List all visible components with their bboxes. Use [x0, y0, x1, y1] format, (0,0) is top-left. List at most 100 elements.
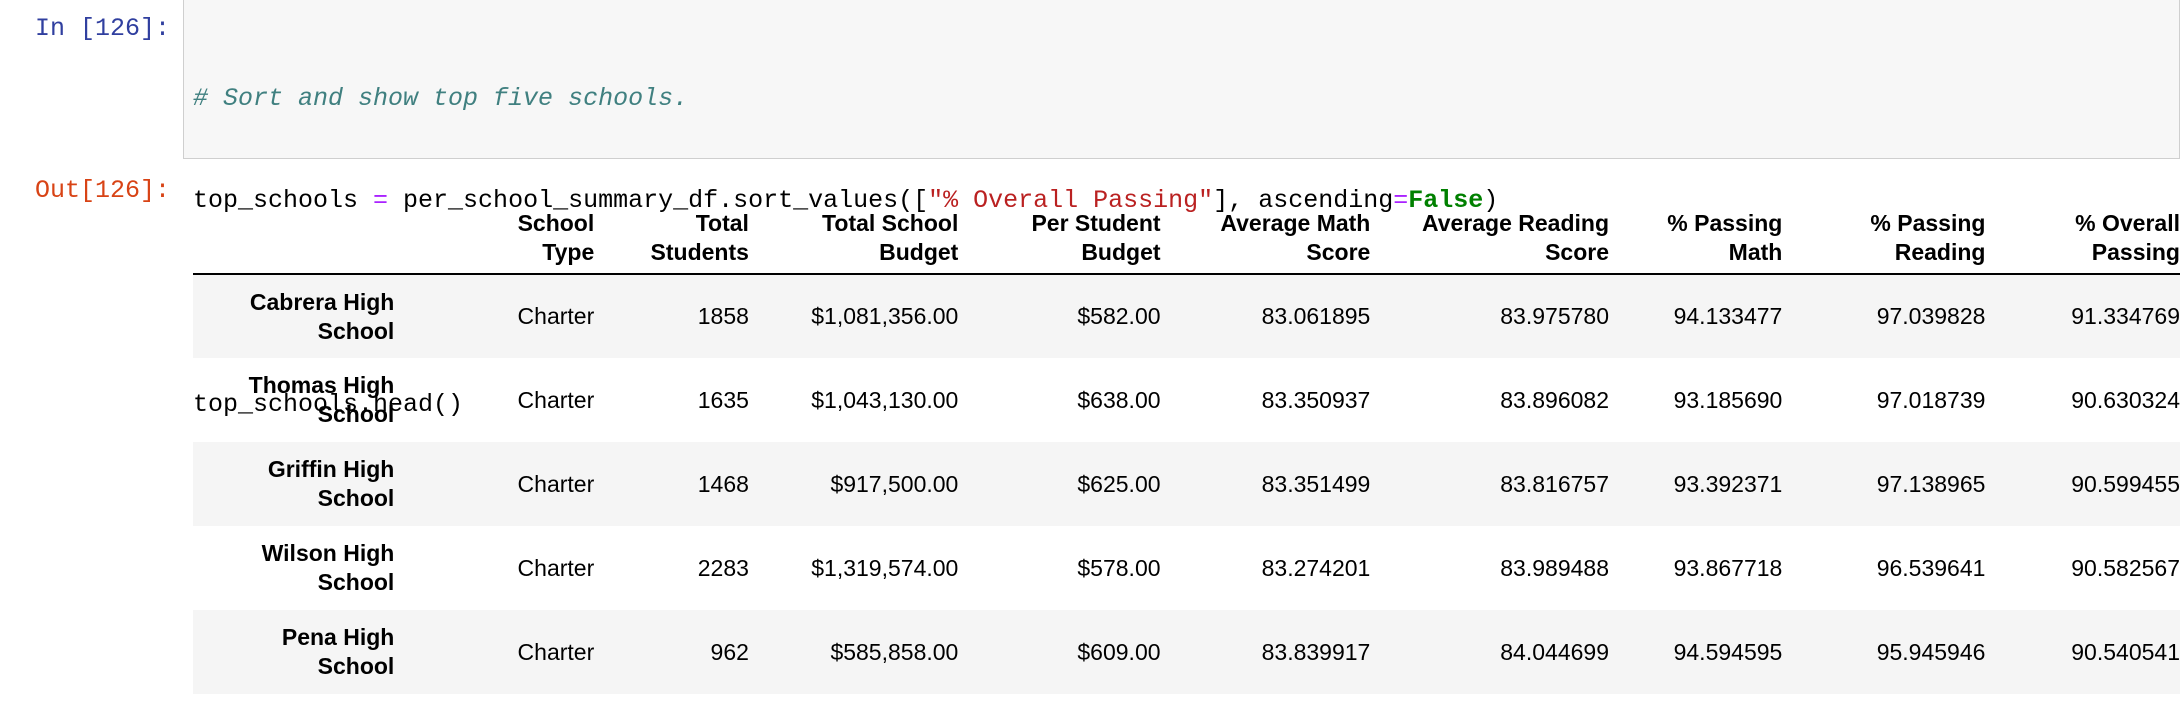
output-area: School Type Total Students Total School Bud… [193, 200, 2180, 694]
table-cell: 83.274201 [1261, 554, 1371, 581]
row-index-line1: Griffin High [267, 456, 395, 482]
column-header: School Type [394, 200, 595, 275]
column-header-line1: Total [695, 210, 749, 236]
table-cell: 93.185690 [1673, 386, 1783, 413]
column-header: Average Math Score [1160, 200, 1371, 275]
column-header-line2: Budget [1081, 239, 1161, 265]
table-header-row: School Type Total Students Total School Bud… [193, 200, 2180, 275]
table-cell: $917,500.00 [830, 470, 959, 497]
table-cell: 1468 [697, 470, 749, 497]
table-cell: 90.540541 [2071, 638, 2180, 665]
table-cell: 90.582567 [2071, 554, 2180, 581]
code-line-4: top_schools.head() [193, 388, 1498, 422]
table-row: Cabrera High School Charter 1858 $1,081,3… [193, 274, 2180, 358]
table-cell: 962 [710, 638, 749, 665]
table-cell: 95.945946 [1876, 638, 1986, 665]
table-cell: 84.044699 [1500, 638, 1609, 665]
column-header: Average Reading Score [1370, 200, 1609, 275]
table-cell: $1,043,130.00 [811, 386, 959, 413]
column-header-line2: Type [542, 239, 595, 265]
table-cell: 90.599455 [2071, 470, 2180, 497]
table-cell: 83.989488 [1500, 554, 1609, 581]
table-row: Griffin High School Charter 1468 $917,500… [193, 442, 2180, 526]
column-header: % Overall Passing [1985, 200, 2180, 275]
table-cell: 1858 [697, 303, 749, 329]
table-row: Thomas High School Charter 1635 $1,043,13… [193, 358, 2180, 442]
column-header-line2: Passing [2091, 239, 2180, 265]
code-head-call: top_schools.head() [193, 390, 464, 419]
column-header-line2: Budget [879, 239, 959, 265]
table-cell: 97.138965 [1876, 470, 1986, 497]
column-header-line2: Score [1306, 239, 1371, 265]
table-cell: 83.350937 [1261, 386, 1371, 413]
table-cell: $578.00 [1077, 554, 1161, 581]
column-header-line1: Per Student [1031, 210, 1161, 236]
column-header: % Passing Math [1609, 200, 1783, 275]
table-cell: 96.539641 [1876, 554, 1986, 581]
column-header-line2: Math [1728, 239, 1783, 265]
row-index-label: Pena High School [193, 610, 394, 694]
table-cell: $582.00 [1077, 303, 1161, 329]
code-cell-editor[interactable]: # Sort and show top five schools. top_sc… [183, 0, 2180, 419]
row-index-line2: School [317, 653, 395, 679]
column-header-line1: School [517, 210, 595, 236]
column-header: % Passing Reading [1782, 200, 1986, 275]
row-index-line2: School [317, 401, 395, 427]
row-index-label: Cabrera High School [193, 274, 394, 358]
input-prompt: In [126]: [34, 14, 170, 43]
table-cell: $585,858.00 [830, 638, 959, 665]
table-cell: Charter [517, 386, 595, 413]
column-header: Per Student Budget [958, 200, 1161, 275]
table-cell: 83.061895 [1261, 303, 1371, 329]
index-header [193, 200, 395, 275]
table-cell: 1635 [697, 386, 749, 413]
row-index-line2: School [317, 485, 395, 511]
row-index-line1: Pena High [281, 624, 395, 650]
table-cell: $1,319,574.00 [811, 554, 959, 581]
table-row: Wilson High School Charter 2283 $1,319,57… [193, 526, 2180, 610]
column-header-line1: Total School [822, 210, 959, 236]
table-cell: 94.594595 [1673, 638, 1783, 665]
column-header: Total Students [594, 200, 749, 275]
table-cell: 94.133477 [1673, 303, 1783, 329]
table-cell: 83.896082 [1500, 386, 1609, 413]
table-cell: 83.975780 [1500, 303, 1609, 329]
table-cell: Charter [517, 303, 595, 329]
table-cell: Charter [517, 554, 595, 581]
column-header-line1: % Passing [1870, 210, 1986, 236]
table-cell: 90.630324 [2071, 386, 2180, 413]
table-cell: 97.018739 [1876, 386, 1986, 413]
table-cell: 97.039828 [1876, 303, 1986, 329]
table-cell: $638.00 [1077, 386, 1161, 413]
table-cell: 93.392371 [1673, 470, 1783, 497]
row-index-line1: Wilson High [261, 540, 395, 566]
code-comment: # Sort and show top five schools. [193, 84, 689, 113]
row-index-label: Griffin High School [193, 442, 394, 526]
row-index-line1: Thomas High [248, 372, 395, 398]
row-index-line2: School [317, 317, 395, 344]
column-header-line1: % Passing [1667, 210, 1783, 236]
column-header-line1: Average Reading [1421, 210, 1609, 236]
column-header-line1: % Overall [2075, 210, 2180, 236]
table-cell: $1,081,356.00 [811, 303, 959, 329]
code-line-1: # Sort and show top five schools. [193, 82, 1498, 116]
table-cell: Charter [517, 470, 595, 497]
table-cell: 2283 [697, 554, 749, 581]
table-cell: $625.00 [1077, 470, 1161, 497]
table-row: Pena High School Charter 962 $585,858.00 … [193, 610, 2180, 694]
output-prompt: Out[126]: [34, 176, 170, 205]
table-cell: $609.00 [1077, 638, 1161, 665]
column-header-line2: Reading [1894, 239, 1986, 265]
column-header-line2: Students [650, 239, 749, 265]
table-cell: 93.867718 [1673, 554, 1783, 581]
table-cell: 91.334769 [2071, 303, 2180, 329]
dataframe-table: School Type Total Students Total School Bud… [193, 200, 2180, 694]
table-cell: 83.351499 [1261, 470, 1371, 497]
table-cell: 83.816757 [1500, 470, 1609, 497]
row-index-label: Wilson High School [193, 526, 395, 610]
row-index-line1: Cabrera High [249, 288, 395, 315]
row-index-label: Thomas High School [193, 358, 395, 442]
column-header-line1: Average Math [1220, 210, 1371, 236]
column-header: Total School Budget [748, 200, 959, 275]
table-cell: 83.839917 [1261, 638, 1371, 665]
